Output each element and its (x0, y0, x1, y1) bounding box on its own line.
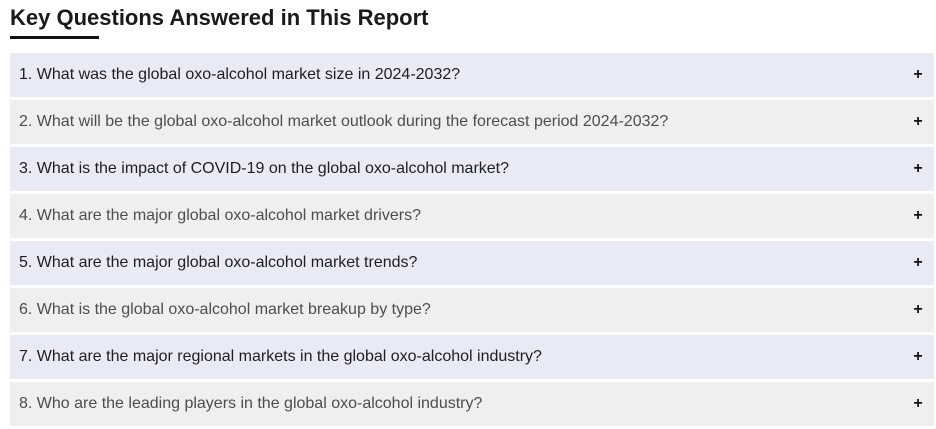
faq-question: 6. What is the global oxo-alcohol market… (19, 301, 431, 318)
faq-question: 7. What are the major regional markets i… (19, 348, 542, 365)
faq-question: 3. What is the impact of COVID-19 on the… (19, 160, 510, 177)
faq-question: 4. What are the major global oxo-alcohol… (19, 207, 421, 224)
faq-item-5[interactable]: 5. What are the major global oxo-alcohol… (10, 241, 934, 285)
faq-question: 5. What are the major global oxo-alcohol… (19, 254, 418, 271)
faq-item-8[interactable]: 8. Who are the leading players in the gl… (10, 382, 934, 426)
title-underline (10, 36, 99, 39)
faq-question: 2. What will be the global oxo-alcohol m… (19, 113, 669, 130)
plus-icon[interactable]: + (913, 395, 923, 412)
plus-icon[interactable]: + (913, 254, 923, 271)
section-title: Key Questions Answered in This Report (10, 5, 429, 30)
faq-item-3[interactable]: 3. What is the impact of COVID-19 on the… (10, 147, 934, 191)
faq-question: 8. Who are the leading players in the gl… (19, 395, 483, 412)
faq-item-2[interactable]: 2. What will be the global oxo-alcohol m… (10, 100, 934, 144)
faq-list: 1. What was the global oxo-alcohol marke… (10, 53, 934, 429)
plus-icon[interactable]: + (913, 207, 923, 224)
plus-icon[interactable]: + (913, 160, 923, 177)
plus-icon[interactable]: + (913, 113, 923, 130)
faq-item-7[interactable]: 7. What are the major regional markets i… (10, 335, 934, 379)
faq-item-6[interactable]: 6. What is the global oxo-alcohol market… (10, 288, 934, 332)
plus-icon[interactable]: + (913, 348, 923, 365)
faq-question: 1. What was the global oxo-alcohol marke… (19, 66, 461, 83)
faq-item-1[interactable]: 1. What was the global oxo-alcohol marke… (10, 53, 934, 97)
plus-icon[interactable]: + (913, 301, 923, 318)
plus-icon[interactable]: + (913, 66, 923, 83)
faq-item-4[interactable]: 4. What are the major global oxo-alcohol… (10, 194, 934, 238)
